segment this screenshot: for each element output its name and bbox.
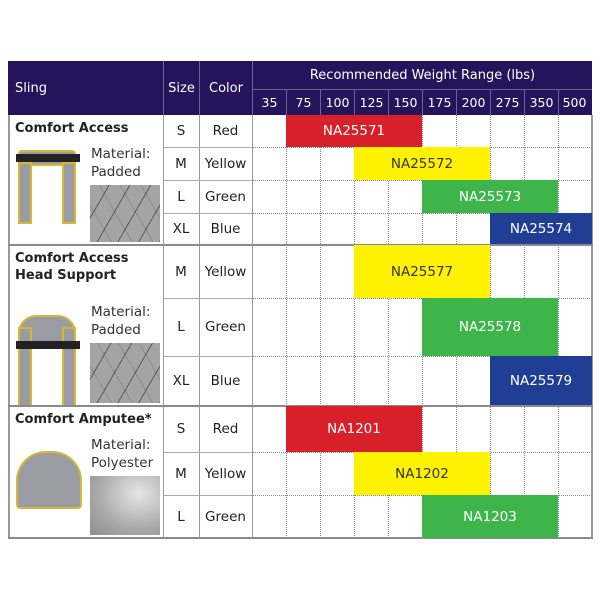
size-cell: L bbox=[177, 319, 185, 335]
size-cell: M bbox=[175, 465, 187, 482]
product-code-bar: NA1201 bbox=[286, 406, 422, 452]
material-swatch-image bbox=[90, 343, 160, 403]
header-weight-175: 175 bbox=[422, 90, 456, 115]
border-right bbox=[591, 115, 593, 538]
border-bottom bbox=[8, 537, 593, 539]
sling-strap bbox=[16, 341, 80, 349]
header-weight-100: 100 bbox=[320, 90, 354, 115]
material-label: Material: bbox=[91, 304, 151, 320]
header-weight-350: 350 bbox=[524, 90, 558, 115]
header-weight-275: 275 bbox=[490, 90, 524, 115]
group-divider bbox=[8, 244, 593, 246]
row-divider bbox=[163, 298, 252, 299]
color-cell: Yellow bbox=[204, 263, 247, 280]
color-cell: Red bbox=[212, 421, 239, 437]
product-code-bar: NA25572 bbox=[354, 147, 490, 180]
material-swatch-image bbox=[90, 476, 160, 535]
weight-gridline bbox=[388, 115, 389, 538]
color-cell: Blue bbox=[210, 221, 241, 237]
product-code-bar: NA1203 bbox=[422, 495, 558, 538]
size-cell: M bbox=[175, 263, 187, 280]
sling-illustration bbox=[16, 451, 82, 509]
material-value: Padded bbox=[91, 322, 141, 338]
size-cell: L bbox=[177, 188, 185, 205]
material-swatch-image bbox=[90, 185, 160, 242]
header-color: Color bbox=[199, 61, 252, 115]
column-divider bbox=[252, 115, 253, 538]
weight-gridline bbox=[558, 115, 559, 538]
row-divider bbox=[163, 495, 252, 496]
product-code-bar: NA25578 bbox=[422, 298, 558, 356]
row-divider bbox=[163, 213, 252, 214]
product-code-bar: NA25577 bbox=[354, 245, 490, 298]
row-divider bbox=[163, 356, 252, 357]
table-header bbox=[8, 61, 592, 115]
size-cell: S bbox=[176, 123, 186, 139]
product-code-bar: NA25571 bbox=[286, 115, 422, 147]
material-label: Material: bbox=[91, 437, 151, 453]
row-divider bbox=[163, 452, 252, 453]
row-divider bbox=[163, 147, 252, 148]
size-cell: XL bbox=[172, 221, 190, 237]
material-value: Padded bbox=[91, 164, 141, 180]
header-sling: Sling bbox=[15, 80, 47, 96]
column-divider bbox=[199, 115, 200, 538]
color-cell: Yellow bbox=[204, 465, 247, 482]
color-cell: Green bbox=[205, 188, 246, 205]
color-cell: Green bbox=[205, 319, 246, 335]
material-value: Polyester bbox=[91, 455, 154, 471]
size-cell: M bbox=[175, 155, 187, 172]
size-cell: L bbox=[177, 508, 185, 525]
weight-gridline bbox=[354, 115, 355, 538]
product-code-bar: NA25579 bbox=[490, 356, 592, 406]
row-gridline bbox=[252, 356, 592, 357]
header-weight-35: 35 bbox=[252, 90, 286, 115]
color-cell: Red bbox=[212, 123, 239, 139]
product-code-bar: NA25574 bbox=[490, 213, 592, 245]
sling-name: Comfort Access bbox=[15, 121, 129, 136]
header-weight-range: Recommended Weight Range (lbs) bbox=[252, 61, 592, 90]
header-weight-200: 200 bbox=[456, 90, 490, 115]
header-weight-75: 75 bbox=[286, 90, 320, 115]
column-divider bbox=[163, 115, 164, 538]
row-divider bbox=[163, 180, 252, 181]
color-cell: Green bbox=[205, 508, 246, 525]
header-weight-150: 150 bbox=[388, 90, 422, 115]
sling-leg-right bbox=[62, 327, 76, 407]
sling-name: Comfort Access Head Support bbox=[15, 251, 129, 283]
weight-gridline bbox=[320, 115, 321, 538]
sling-leg-left bbox=[18, 327, 32, 407]
sling-strap bbox=[16, 154, 80, 162]
product-code-bar: NA1202 bbox=[354, 452, 490, 495]
sling-leg-left bbox=[18, 162, 32, 224]
weight-gridline bbox=[286, 115, 287, 538]
color-cell: Yellow bbox=[204, 155, 247, 172]
border-left bbox=[8, 115, 10, 538]
header-weight-125: 125 bbox=[354, 90, 388, 115]
sling-name: Comfort Amputee* bbox=[15, 412, 152, 427]
row-gridline bbox=[252, 213, 592, 214]
sling-leg-right bbox=[62, 162, 76, 224]
color-cell: Blue bbox=[210, 373, 241, 389]
header-size: Size bbox=[163, 61, 199, 115]
header-weight-500: 500 bbox=[558, 90, 590, 115]
size-cell: XL bbox=[172, 373, 190, 389]
product-code-bar: NA25573 bbox=[422, 180, 558, 213]
size-cell: S bbox=[176, 421, 186, 437]
material-label: Material: bbox=[91, 146, 151, 162]
